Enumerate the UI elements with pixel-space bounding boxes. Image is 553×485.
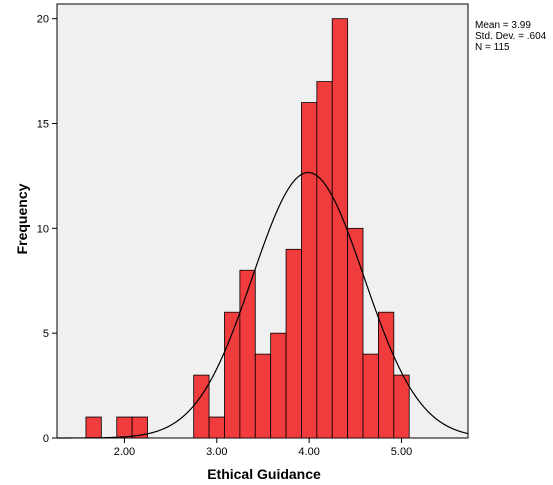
histogram-bar (131, 416, 148, 439)
y-tick-label: 5 (43, 328, 49, 340)
histogram-bar (254, 353, 272, 439)
stats-n: N = 115 (475, 42, 510, 53)
histogram-bar (193, 374, 210, 439)
histogram-bar (208, 416, 225, 439)
histogram-bar (301, 102, 318, 439)
y-axis-title: Frequency (14, 183, 30, 254)
y-tick-label: 10 (37, 223, 49, 235)
histogram-bar (85, 416, 102, 439)
normal-curve (57, 171, 469, 439)
histogram-bar (239, 269, 256, 439)
x-tick-label: 4.00 (298, 446, 319, 458)
x-tick-label: 2.00 (114, 446, 135, 458)
histogram-bar (270, 332, 287, 439)
histogram-bar (316, 81, 333, 439)
x-tick-label: 3.00 (206, 446, 227, 458)
x-axis-title: Ethical Guidance (207, 466, 321, 482)
histogram-bar (116, 416, 133, 439)
histogram-bar (285, 248, 302, 439)
stats-box: Mean = 3.99 Std. Dev. = .604 N = 115 (475, 20, 546, 53)
histogram-bar (224, 311, 241, 439)
y-tick-label: 15 (37, 119, 49, 131)
histogram-bar (331, 18, 349, 439)
x-tick-label: 5.00 (391, 446, 412, 458)
stats-std-dev: Std. Dev. = .604 (475, 31, 547, 42)
histogram-bar (362, 353, 379, 439)
y-tick-label: 20 (37, 14, 49, 26)
histogram-bar (393, 374, 410, 439)
stats-mean: Mean = 3.99 (475, 20, 531, 31)
histogram-bar (378, 311, 395, 439)
histogram-bar (347, 227, 364, 439)
y-tick-label: 0 (43, 433, 49, 445)
